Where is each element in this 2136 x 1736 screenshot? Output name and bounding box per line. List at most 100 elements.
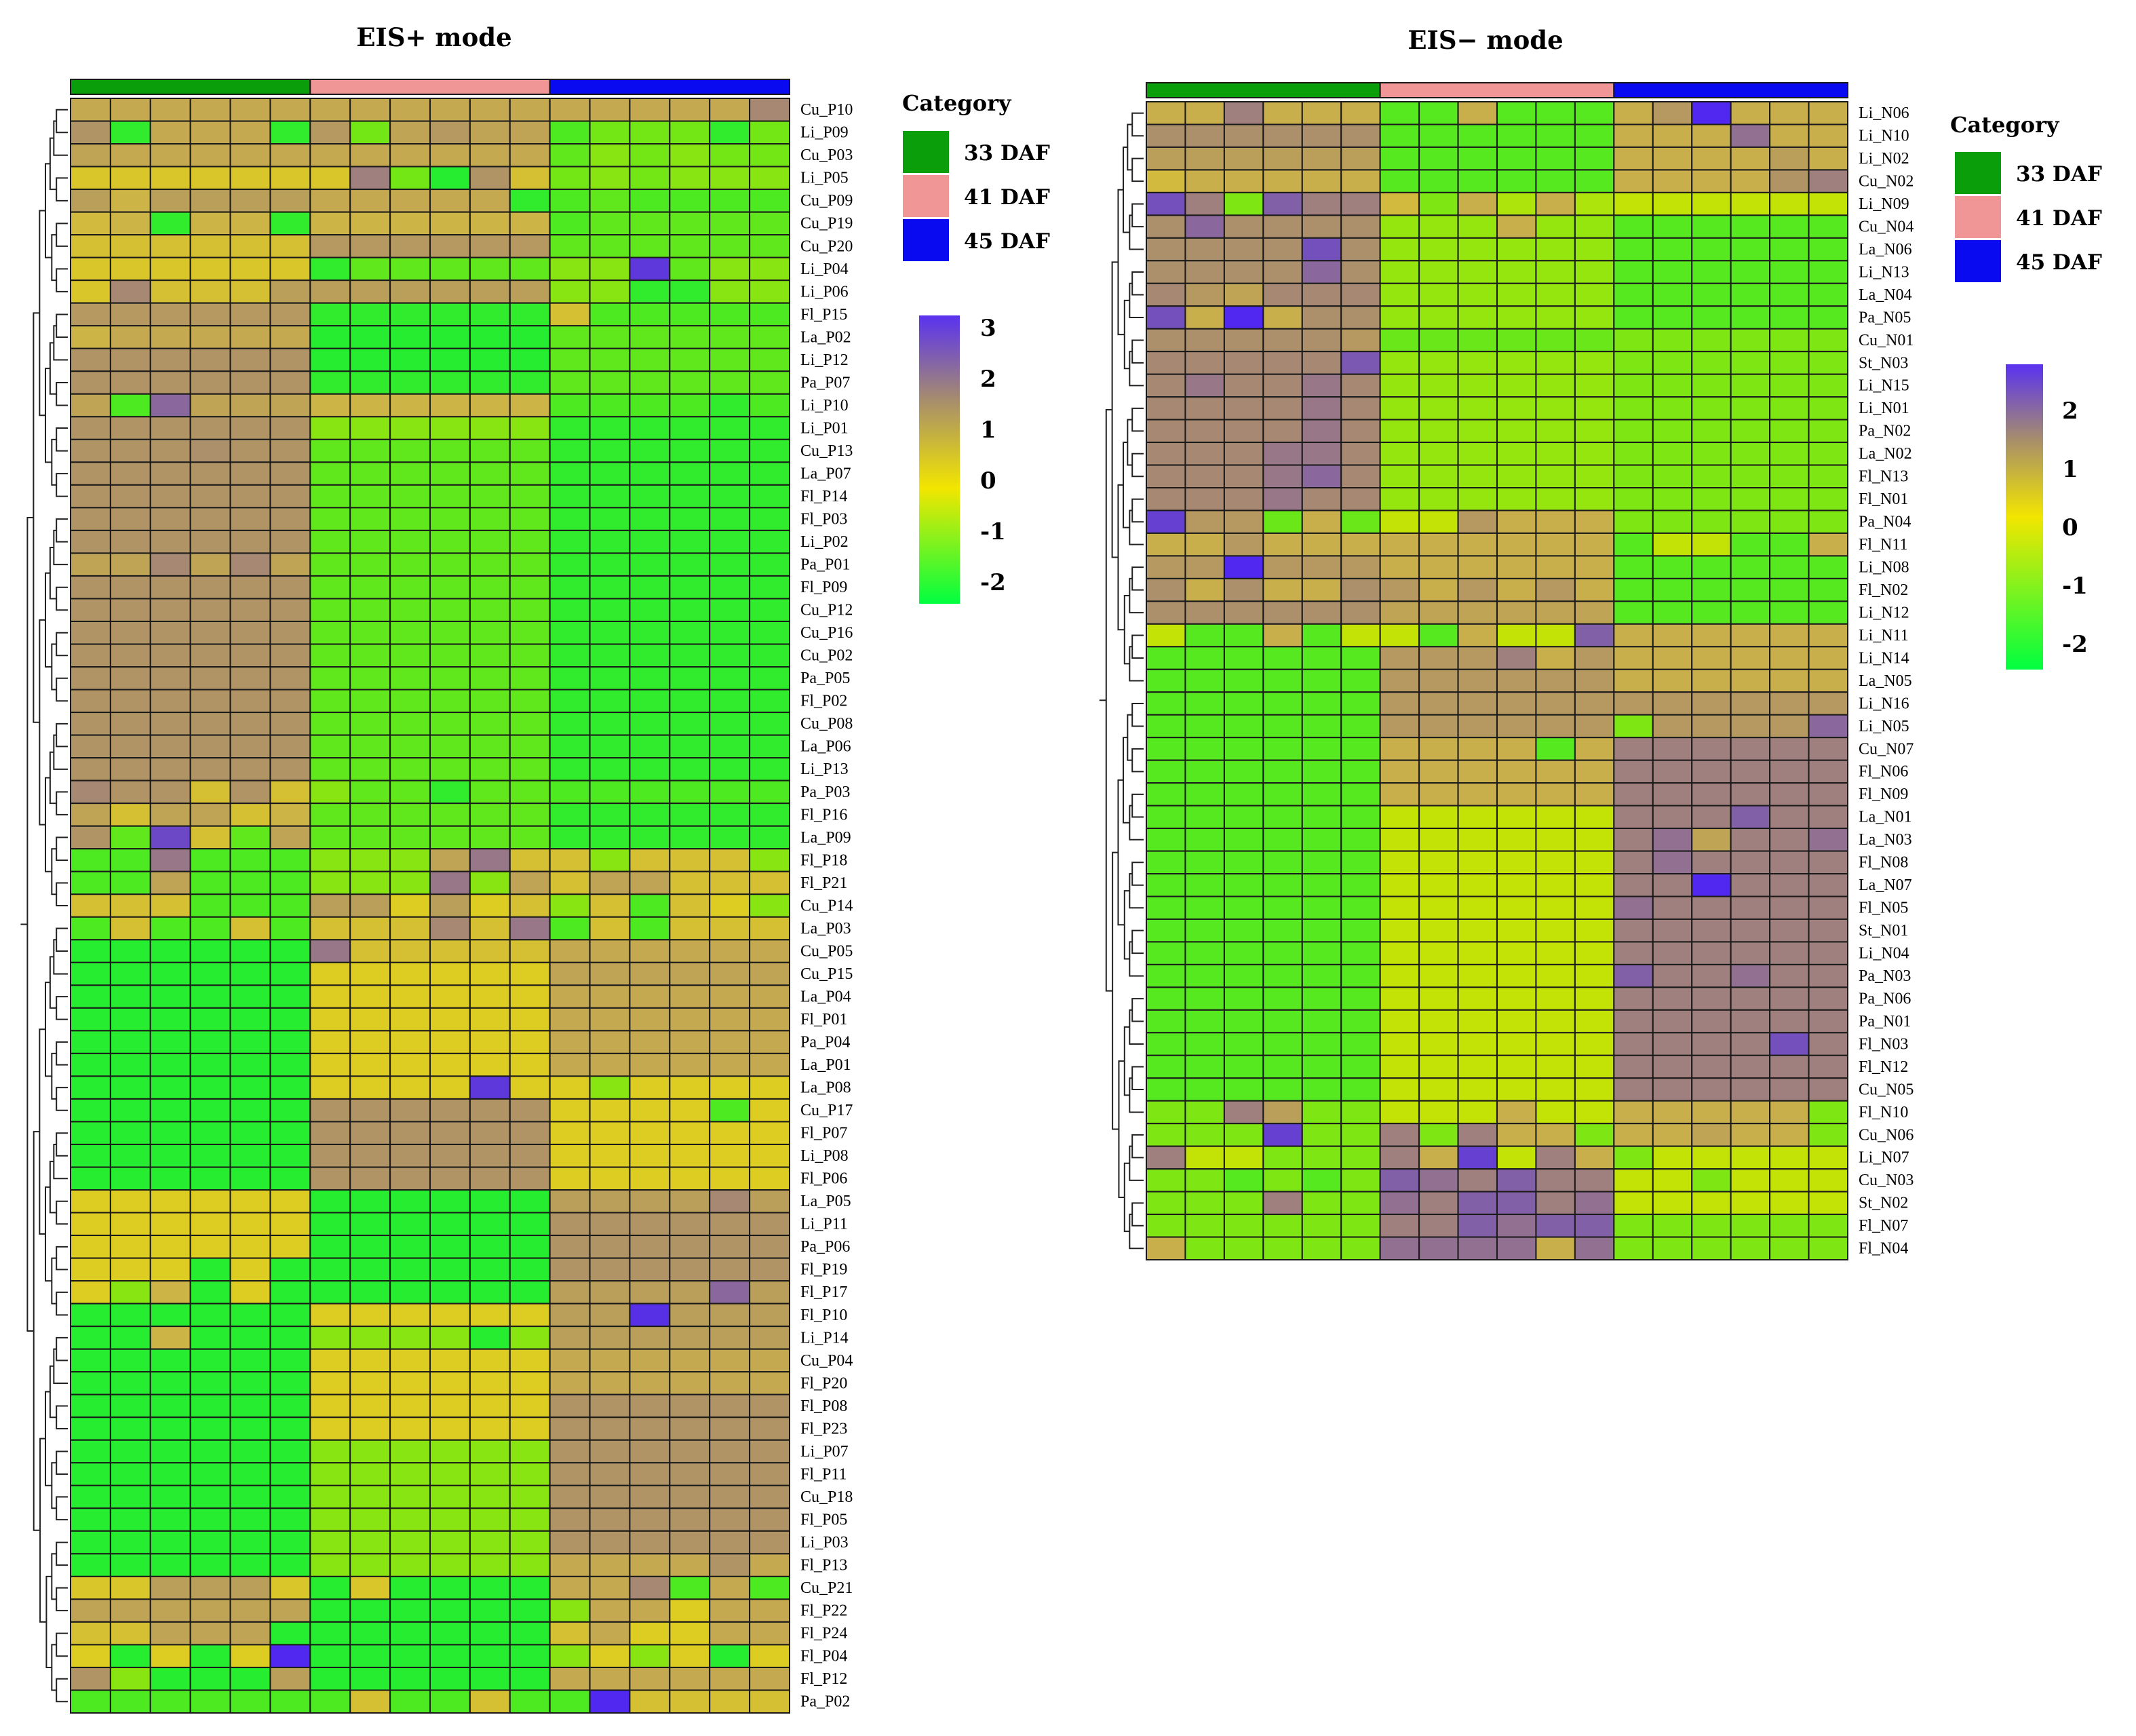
heatmap-cell [1808,577,1849,602]
heatmap-cell [549,552,591,577]
heatmap-cell [109,1030,151,1054]
heatmap-cell [70,484,111,509]
heatmap-cell [629,1462,671,1486]
heatmap-cell [229,1348,271,1373]
heatmap-cell [549,961,591,986]
heatmap-cell [1652,963,1693,988]
heatmap-cell [1301,850,1342,875]
heatmap-cell [149,529,191,554]
heatmap-cell [1652,123,1693,148]
heatmap-cell [1496,123,1537,148]
heatmap-cell [1730,873,1771,898]
heatmap-cell [549,279,591,304]
heatmap-cell [269,211,311,236]
heatmap-cell [549,1371,591,1395]
legend-label: 45 DAF [2016,250,2102,275]
heatmap-cell [469,1439,511,1464]
heatmap-cell [1769,169,1810,193]
heatmap-cell [629,1212,671,1237]
heatmap-cell [469,825,511,850]
heatmap-cell [1496,487,1537,512]
heatmap-cell [429,279,471,304]
heatmap-cell [629,393,671,418]
heatmap-cell [349,166,391,191]
heatmap-cell [1808,396,1849,421]
heatmap-cell [1808,963,1849,988]
heatmap-cell [269,370,311,395]
heatmap-cell [149,1416,191,1441]
heatmap-cell [1808,373,1849,398]
heatmap-cell [189,1666,231,1691]
heatmap-cell [589,1303,631,1328]
heatmap-cell [1146,1123,1186,1147]
heatmap-cell [189,961,231,986]
heatmap-cell [1496,623,1537,648]
row-label: Fl_N11 [1859,536,1907,554]
heatmap-cell [1730,1009,1771,1034]
heatmap-cell [1652,101,1693,126]
heatmap-cell [1496,600,1537,625]
heatmap-cell [189,98,231,122]
heatmap-cell [1262,782,1303,807]
heatmap-cell [589,1007,631,1032]
heatmap-cell [709,1348,751,1373]
row-label: Cu_N04 [1859,218,1914,235]
heatmap-cell [1769,691,1810,716]
heatmap-cell [429,1121,471,1145]
heatmap-cell [1301,260,1342,284]
heatmap-cell [1808,805,1849,830]
heatmap-cell [669,1371,711,1395]
heatmap-cell [309,1326,351,1350]
heatmap-cell [1691,1009,1732,1034]
heatmap-cell [1146,237,1186,262]
heatmap-cell [709,1235,751,1259]
heatmap-cell [149,1689,191,1714]
heatmap-cell [429,1530,471,1555]
heatmap-cell [1535,487,1576,512]
heatmap-cell [1418,873,1459,898]
heatmap-cell [70,848,111,872]
heatmap-cell [469,1121,511,1145]
heatmap-cell [1613,419,1654,444]
heatmap-cell [1691,986,1732,1011]
heatmap-cell [1652,691,1693,716]
heatmap-cell [189,1166,231,1191]
heatmap-cell [189,1007,231,1032]
heatmap-cell [70,279,111,304]
heatmap-cell [1379,623,1420,648]
heatmap-cell [1808,600,1849,625]
heatmap-cell [549,712,591,736]
heatmap-cell [709,1598,751,1623]
heatmap-cell [1184,260,1225,284]
heatmap-cell [1730,555,1771,579]
heatmap-cell [70,1462,111,1486]
heatmap-cell [469,325,511,349]
heatmap-cell [309,507,351,531]
heatmap-cell [549,1507,591,1532]
heatmap-cell [389,666,431,691]
heatmap-cell [389,1121,431,1145]
heatmap-cell [1574,805,1615,830]
heatmap-cell [1340,963,1381,988]
heatmap-cell [309,1257,351,1282]
heatmap-cell [269,1484,311,1509]
heatmap-cell [669,1052,711,1077]
row-label: Li_P07 [800,1443,849,1461]
heatmap-cell [1418,600,1459,625]
heatmap-cell [669,189,711,213]
heatmap-cell [589,1280,631,1305]
heatmap-cell [229,1371,271,1395]
heatmap-cell [1574,1054,1615,1079]
heatmap-cell [509,803,551,827]
heatmap-cell [1184,986,1225,1011]
heatmap-cell [549,416,591,440]
heatmap-cell [1340,1191,1381,1216]
heatmap-cell [1457,782,1498,807]
heatmap-cell [1301,101,1342,126]
heatmap-cell [1691,1077,1732,1102]
heatmap-cell [549,1393,591,1419]
heatmap-cell [229,870,271,895]
heatmap-cell [149,1621,191,1646]
heatmap-cell [1340,1214,1381,1238]
row-label: La_N02 [1859,445,1912,463]
